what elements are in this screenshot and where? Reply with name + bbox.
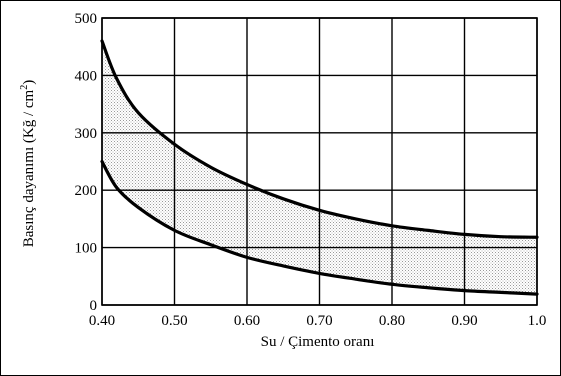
series-lines [100,39,539,296]
y-tick-label: 0 [90,298,98,314]
y-axis-label-main: Basınç dayanımı (Kğ / cm [21,89,37,247]
y-axis-label: Basınç dayanımı (Kğ / cm2) [19,80,37,247]
x-tick-label: 0.40 [89,313,115,329]
x-tick-label: 0.90 [451,313,477,329]
y-tick-label: 400 [75,68,98,84]
tick-labels: 0.40 0.50 0.60 0.70 0.80 0.90 1.0 0 100 200 300 400… [75,11,547,329]
x-tick-label: 0.60 [234,313,260,329]
y-tick-label: 300 [75,126,98,142]
y-axis-label-sup: 2 [19,85,30,90]
x-tick-label: 0.80 [379,313,405,329]
x-tick-label: 0.50 [161,313,187,329]
y-tick-label: 500 [75,11,98,27]
y-tick-label: 100 [75,241,98,257]
y-tick-label: 200 [75,183,98,199]
series-line-2 [100,159,539,296]
x-tick-label: 1.0 [528,313,547,329]
series-line-1 [100,39,539,239]
y-axis-label-end: ) [21,80,37,85]
x-axis-label: Su / Çimento oranı [261,334,375,350]
x-tick-label: 0.70 [306,313,332,329]
